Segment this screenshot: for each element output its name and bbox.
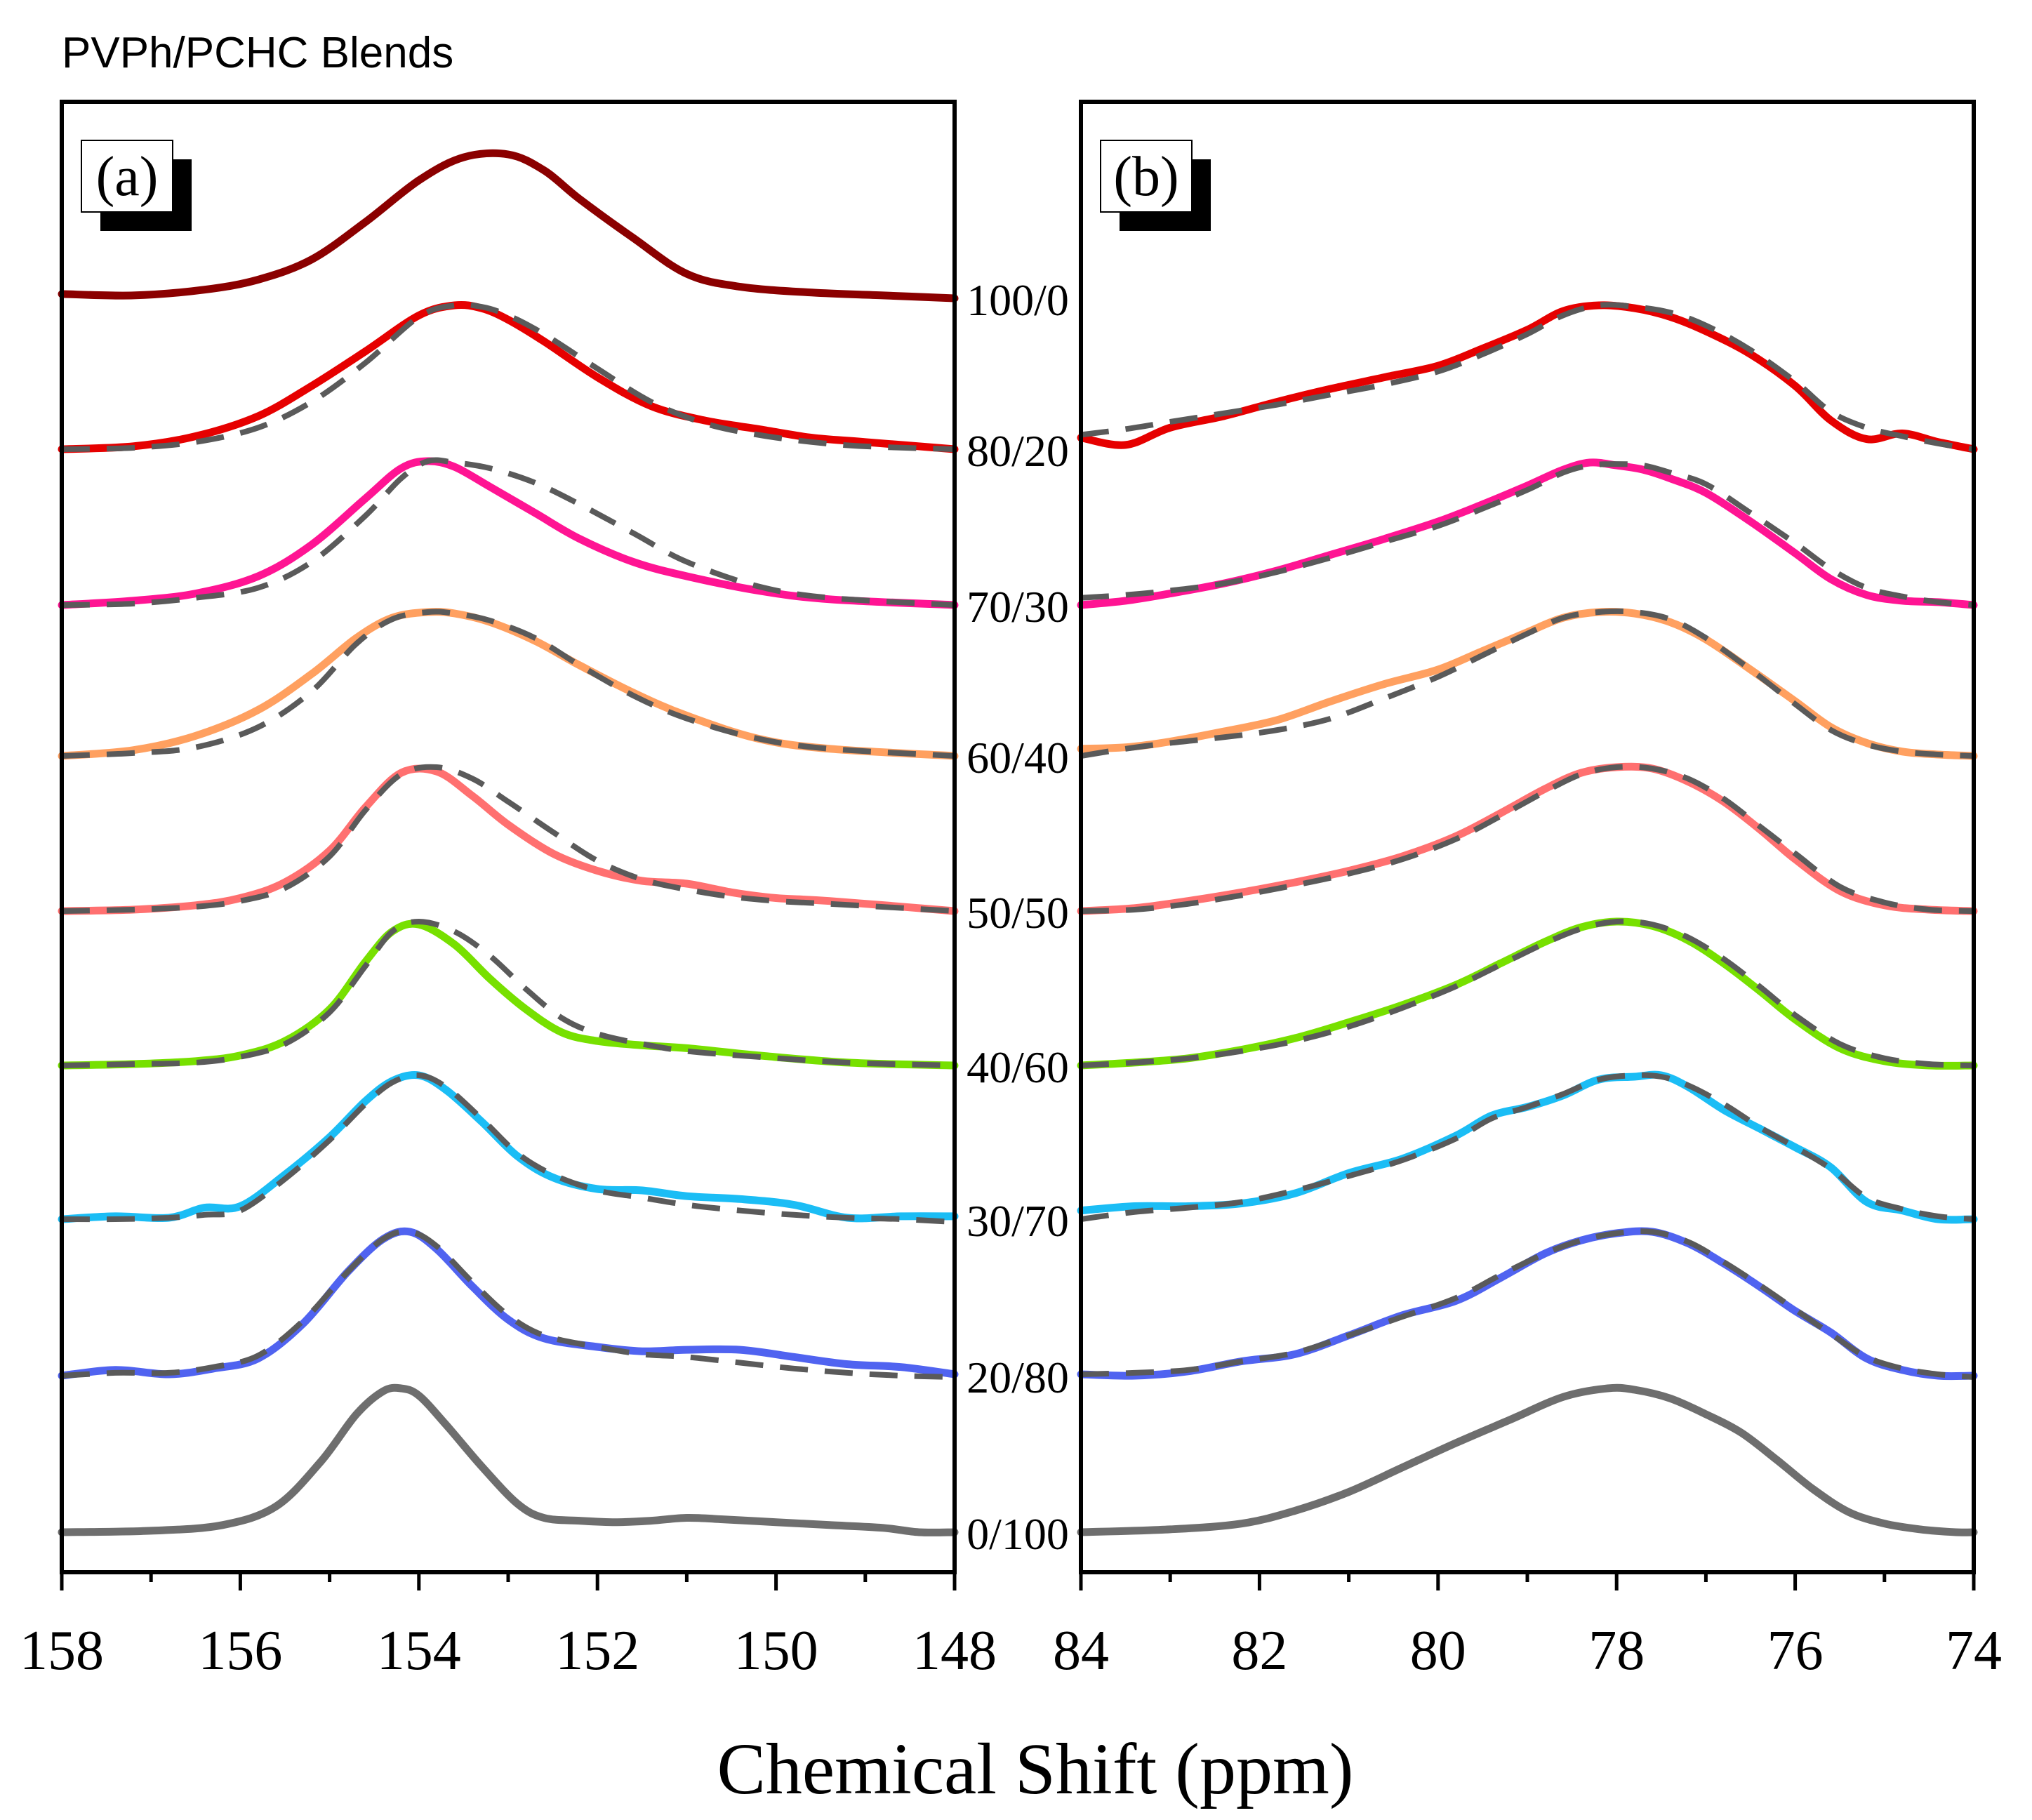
blend-label-50-50: 50/50 — [967, 888, 1069, 938]
spectrum-a-20-80 — [58, 1227, 959, 1380]
spectrum-a-70-30 — [58, 457, 959, 609]
fit-a-30-70 — [61, 1072, 955, 1225]
fit-b-60-40 — [1080, 608, 1974, 759]
blend-label-80-20: 80/20 — [967, 426, 1069, 476]
blend-label-60-40: 60/40 — [967, 733, 1069, 783]
spectrum-a-30-70 — [58, 1071, 959, 1223]
panel-a-spectra: 158 156 154 152 150 148 (a) — [20, 100, 997, 1682]
fit-b-30-70 — [1080, 1072, 1974, 1222]
x-tick-label-a-4: 150 — [734, 1620, 818, 1682]
axes-frame-b — [1079, 100, 1976, 1574]
fit-b-70-30 — [1080, 461, 1974, 608]
spectrum-a-100-0 — [58, 149, 959, 303]
spectrum-b-30-70 — [1077, 1070, 1978, 1224]
x-tick-label-a-0: 158 — [20, 1620, 104, 1682]
panel-label-box-b — [1100, 140, 1193, 213]
blend-label-0-100: 0/100 — [967, 1509, 1069, 1559]
fit-b-80-20 — [1080, 302, 1974, 452]
x-tick-label-a-2: 154 — [377, 1620, 461, 1682]
chart-title: PVPh/PCHC Blends — [62, 29, 453, 77]
fit-a-50-50 — [61, 764, 955, 914]
x-tick-label-b-1: 82 — [1231, 1620, 1287, 1682]
x-tick-label-b-4: 76 — [1767, 1620, 1824, 1682]
panel-b-spectra: 84 82 80 78 76 74 (b) — [1053, 100, 2002, 1682]
fit-a-40-60 — [61, 918, 955, 1068]
blend-label-70-30: 70/30 — [967, 582, 1069, 632]
panel-label-a: (a) — [96, 146, 159, 208]
panel-label-b: (b) — [1113, 146, 1178, 208]
x-tick-label-a-1: 156 — [198, 1620, 282, 1682]
spectrum-a-60-40 — [58, 608, 959, 760]
panel-label-box-a — [81, 140, 173, 213]
x-tick-label-a-3: 152 — [555, 1620, 639, 1682]
spectrum-a-50-50 — [58, 764, 959, 915]
fit-a-20-80 — [61, 1228, 955, 1380]
spectrum-b-20-80 — [1077, 1227, 1978, 1381]
blend-label-30-70: 30/70 — [967, 1196, 1069, 1246]
fit-b-50-50 — [1080, 764, 1974, 914]
fit-b-40-60 — [1080, 918, 1974, 1068]
x-tick-label-b-5: 74 — [1946, 1620, 2002, 1682]
spectrum-a-40-60 — [58, 919, 959, 1070]
fit-a-80-20 — [61, 301, 955, 452]
spectrum-b-0-100 — [1077, 1383, 1978, 1536]
fit-a-70-30 — [61, 457, 955, 608]
blend-label-20-80: 20/80 — [967, 1353, 1069, 1402]
x-tick-label-b-3: 78 — [1588, 1620, 1645, 1682]
spectrum-b-80-20 — [1077, 301, 1978, 453]
spectrum-a-0-100 — [58, 1383, 959, 1536]
fit-b-20-80 — [1080, 1228, 1974, 1380]
x-tick-label-b-2: 80 — [1410, 1620, 1466, 1682]
blend-label-100-0: 100/0 — [967, 275, 1069, 325]
blend-label-column: 100/0 80/20 70/30 60/40 50/50 40/60 30/70 20/80… — [967, 275, 1069, 1559]
x-axis-label: Chemical Shift (ppm) — [717, 1729, 1354, 1809]
x-tick-label-b-0: 84 — [1053, 1620, 1109, 1682]
x-tick-label-a-5: 148 — [912, 1620, 997, 1682]
spectrum-a-80-20 — [58, 300, 959, 453]
spectrum-b-70-30 — [1077, 458, 1978, 609]
blend-label-40-60: 40/60 — [967, 1042, 1069, 1092]
